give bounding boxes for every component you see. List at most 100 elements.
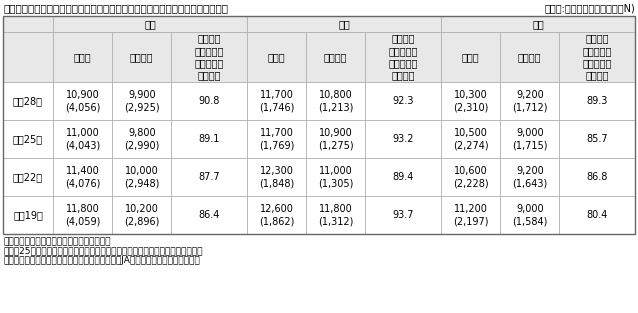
Bar <box>3 32 53 82</box>
Text: 必要額に
対する加入
金額の割合
（％）＊: 必要額に 対する加入 金額の割合 （％）＊ <box>195 33 224 81</box>
Text: 92.3: 92.3 <box>392 96 414 106</box>
Text: 平成22年: 平成22年 <box>13 172 43 182</box>
Bar <box>3 158 53 196</box>
Text: 9,800
(2,990): 9,800 (2,990) <box>124 128 160 150</box>
Bar <box>366 120 441 158</box>
Bar <box>247 196 306 234</box>
Bar <box>560 196 635 234</box>
Text: 9,200
(1,643): 9,200 (1,643) <box>512 166 547 188</box>
Text: 必要額: 必要額 <box>462 52 479 62</box>
Text: 必要額に
対する加入
金額の割合
（％）＊: 必要額に 対する加入 金額の割合 （％）＊ <box>389 33 418 81</box>
Bar <box>500 32 560 82</box>
Text: 9,200
(1,712): 9,200 (1,712) <box>512 90 547 112</box>
Text: 86.4: 86.4 <box>198 210 220 220</box>
Bar <box>3 16 635 234</box>
Text: 12,600
(1,862): 12,600 (1,862) <box>259 204 294 226</box>
Text: 11,800
(4,059): 11,800 (4,059) <box>65 204 100 226</box>
Bar <box>366 196 441 234</box>
Text: 平成19年: 平成19年 <box>13 210 43 220</box>
Text: 89.4: 89.4 <box>392 172 414 182</box>
Bar <box>441 16 635 32</box>
Bar <box>3 120 53 158</box>
Text: 必要額: 必要額 <box>74 52 91 62</box>
Bar <box>306 158 366 196</box>
Bar <box>366 32 441 82</box>
Text: 全体: 全体 <box>144 19 156 29</box>
Text: 10,900
(4,056): 10,900 (4,056) <box>65 90 100 112</box>
Bar <box>3 16 53 32</box>
Bar <box>560 120 635 158</box>
Bar <box>500 196 560 234</box>
Text: 10,500
(2,274): 10,500 (2,274) <box>453 128 489 150</box>
Text: 11,700
(1,769): 11,700 (1,769) <box>259 128 294 150</box>
Bar <box>560 32 635 82</box>
Bar <box>112 196 172 234</box>
Bar <box>441 120 500 158</box>
Bar <box>112 82 172 120</box>
Bar <box>247 82 306 120</box>
Text: 加入金額: 加入金額 <box>518 52 542 62</box>
Text: 加入金額: 加入金額 <box>130 52 154 62</box>
Text: 11,200
(2,197): 11,200 (2,197) <box>453 204 488 226</box>
Bar <box>112 32 172 82</box>
Text: 89.1: 89.1 <box>198 134 220 144</box>
Text: 女性: 女性 <box>532 19 544 29</box>
Bar <box>53 32 112 82</box>
Bar <box>112 120 172 158</box>
Text: 10,300
(2,310): 10,300 (2,310) <box>453 90 488 112</box>
Text: 加入金額: 加入金額 <box>324 52 348 62</box>
Bar <box>441 196 500 234</box>
Bar <box>306 196 366 234</box>
Bar <box>500 82 560 120</box>
Bar <box>306 120 366 158</box>
Text: 9,000
(1,715): 9,000 (1,715) <box>512 128 547 150</box>
Text: 平成25年: 平成25年 <box>13 134 43 144</box>
Text: 87.7: 87.7 <box>198 172 220 182</box>
Text: 11,700
(1,746): 11,700 (1,746) <box>259 90 294 112</box>
Bar <box>3 196 53 234</box>
Bar <box>306 32 366 82</box>
Text: 10,600
(2,228): 10,600 (2,228) <box>453 166 489 188</box>
Text: 必要額に
対する加入
金額の割合
（％）＊: 必要額に 対する加入 金額の割合 （％）＊ <box>582 33 612 81</box>
Bar <box>53 158 112 196</box>
Text: 男性: 男性 <box>338 19 350 29</box>
Bar <box>53 82 112 120</box>
Bar <box>500 158 560 196</box>
Bar <box>53 196 112 234</box>
Text: 12,300
(1,848): 12,300 (1,848) <box>259 166 294 188</box>
Bar <box>172 82 247 120</box>
Text: 図表５　疾病入院給付金日額の必要額と疾病入院給付金日額（全生保）〔性別〕: 図表５ 疾病入院給付金日額の必要額と疾病入院給付金日額（全生保）〔性別〕 <box>3 3 228 13</box>
Bar <box>560 82 635 120</box>
Text: 11,000
(1,305): 11,000 (1,305) <box>318 166 353 188</box>
Bar <box>247 16 441 32</box>
Bar <box>3 82 53 120</box>
Text: 11,000
(4,043): 11,000 (4,043) <box>65 128 100 150</box>
Text: ＊平成25年調査までは、「必要額」ではなく「希望する額」として尋ねていた。: ＊平成25年調査までは、「必要額」ではなく「希望する額」として尋ねていた。 <box>3 247 202 255</box>
Bar <box>172 158 247 196</box>
Bar <box>172 196 247 234</box>
Text: 10,900
(1,275): 10,900 (1,275) <box>318 128 353 150</box>
Text: 85.7: 85.7 <box>586 134 608 144</box>
Text: 9,000
(1,584): 9,000 (1,584) <box>512 204 547 226</box>
Text: 9,900
(2,925): 9,900 (2,925) <box>124 90 160 112</box>
Bar <box>247 32 306 82</box>
Text: 80.4: 80.4 <box>586 210 608 220</box>
Bar <box>112 158 172 196</box>
Text: 必要額: 必要額 <box>268 52 285 62</box>
Text: 89.3: 89.3 <box>586 96 608 106</box>
Bar <box>560 158 635 196</box>
Text: 90.8: 90.8 <box>198 96 220 106</box>
Text: ＊平均加入金額を平均必要額で除して計算。: ＊平均加入金額を平均必要額で除して計算。 <box>3 237 110 246</box>
Bar <box>441 158 500 196</box>
Bar <box>53 120 112 158</box>
Bar <box>53 16 247 32</box>
Bar <box>441 82 500 120</box>
Text: 93.2: 93.2 <box>392 134 414 144</box>
Bar <box>247 158 306 196</box>
Bar <box>172 32 247 82</box>
Text: 11,400
(4,076): 11,400 (4,076) <box>65 166 100 188</box>
Text: 10,200
(2,896): 10,200 (2,896) <box>124 204 160 226</box>
Bar <box>500 120 560 158</box>
Text: 11,800
(1,312): 11,800 (1,312) <box>318 204 353 226</box>
Text: 93.7: 93.7 <box>392 210 414 220</box>
